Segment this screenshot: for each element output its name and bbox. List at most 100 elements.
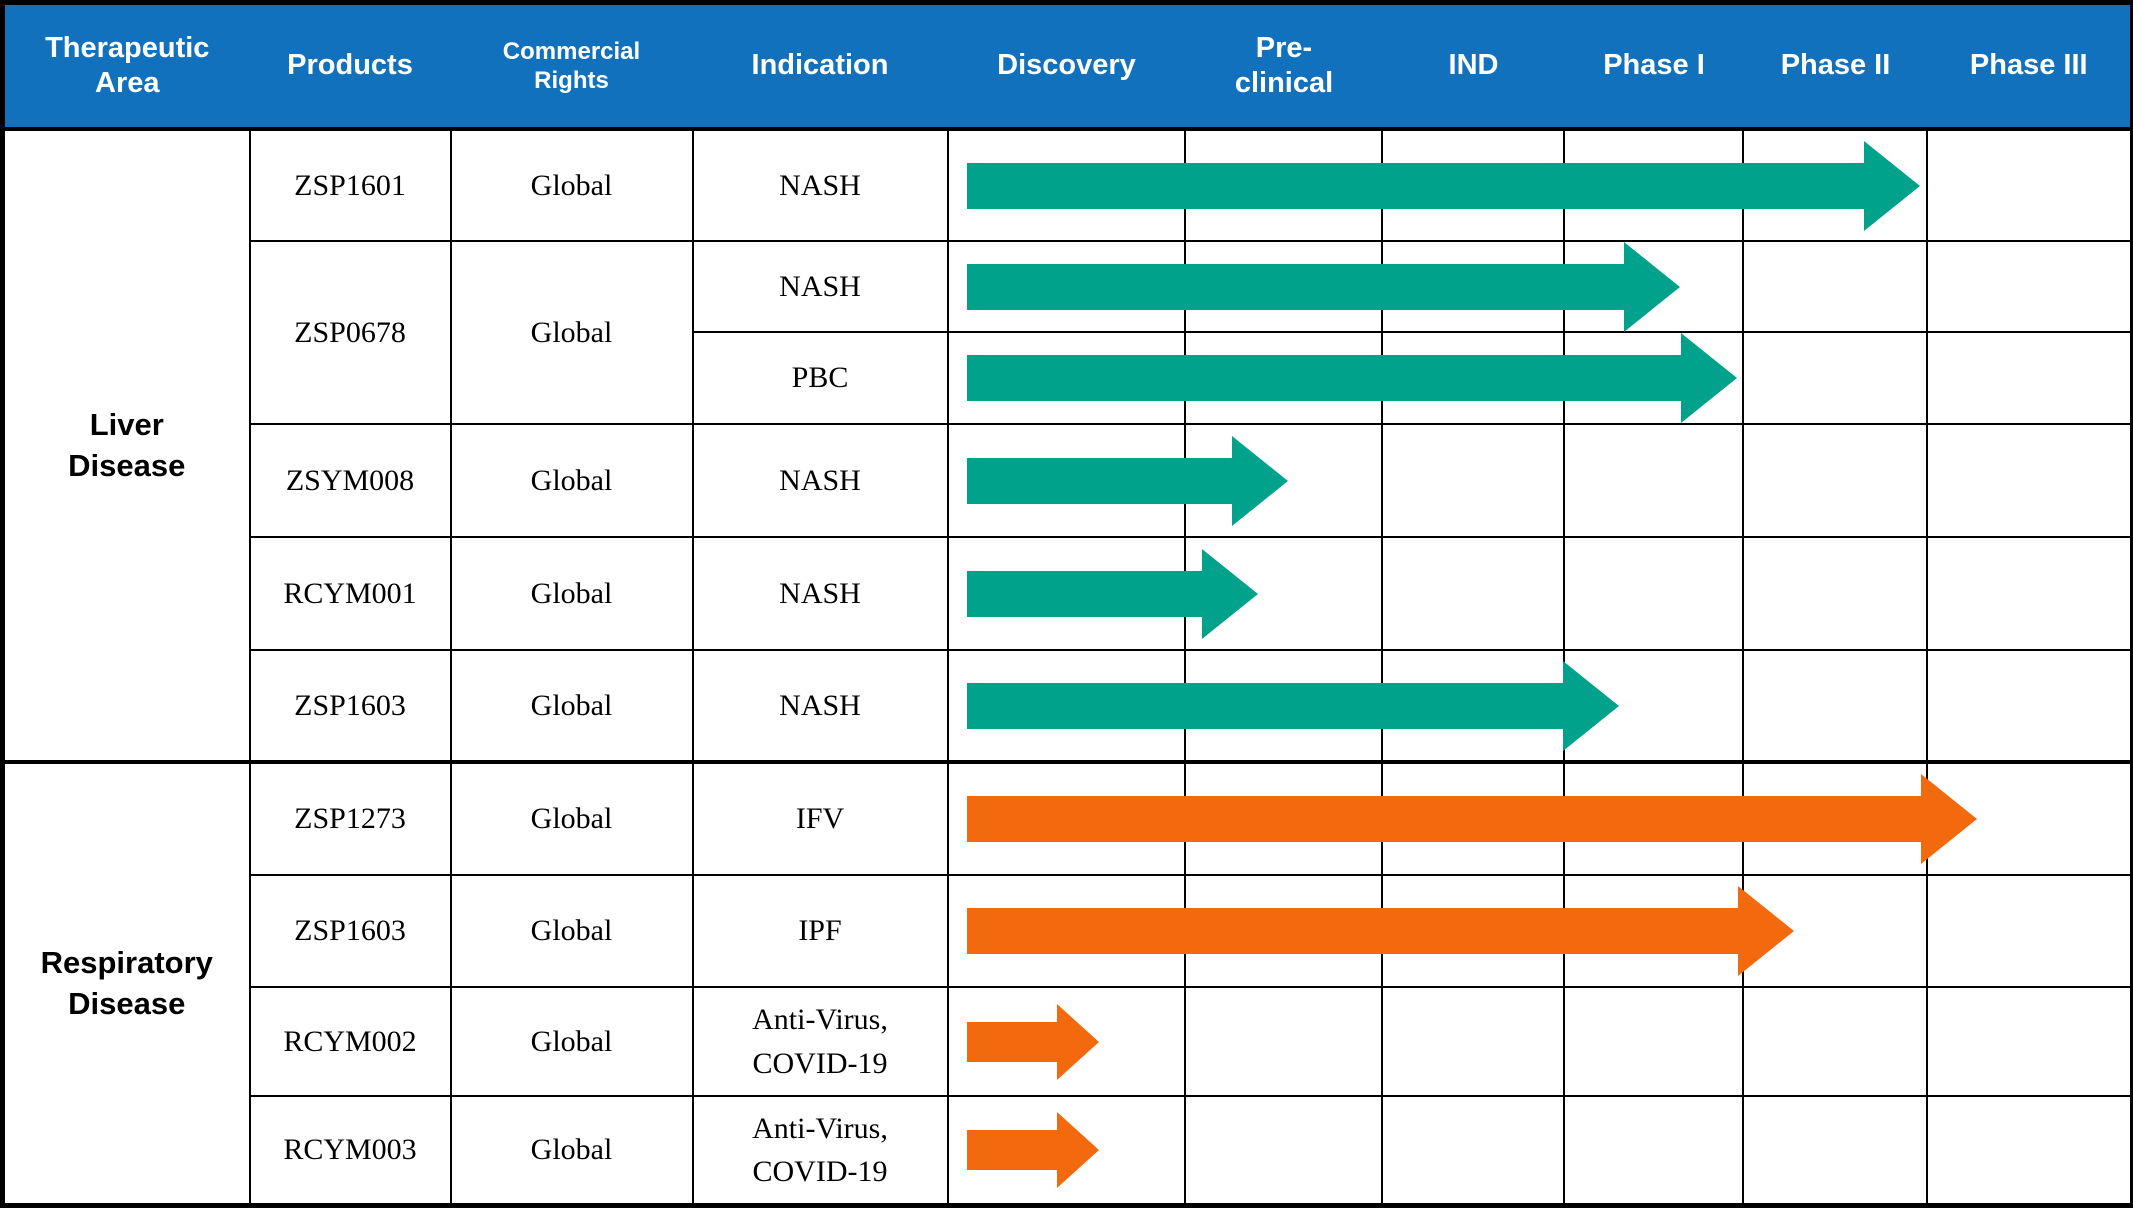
indication: PBC xyxy=(691,331,949,425)
indication: Anti-Virus, COVID-19 xyxy=(691,1095,949,1207)
column-gridline xyxy=(1741,988,1744,1095)
table-row: ZSP0678 Global NASH xyxy=(3,240,2133,425)
pipeline-arrow-slot xyxy=(966,1003,1099,1080)
table-row: Respiratory Disease ZSP1273 Global IFV xyxy=(1,760,2133,1207)
product-name: ZSYM008 xyxy=(248,423,452,538)
phase-track xyxy=(946,1095,2133,1207)
column-gridline xyxy=(1741,333,1744,423)
column-gridline xyxy=(1925,333,1928,423)
pipeline-arrow-teal xyxy=(966,140,1920,231)
table-row: ZSP1603 Global NASH xyxy=(3,649,2133,763)
phase-track xyxy=(946,760,2133,876)
pipeline-arrow-orange xyxy=(966,886,1794,976)
commercial-rights: Global xyxy=(449,240,694,425)
phase-track xyxy=(946,649,2133,763)
column-gridline xyxy=(1925,651,1928,760)
indication: NASH xyxy=(691,423,949,538)
column-gridline xyxy=(1562,988,1565,1095)
col-header-therapeutic-area: Therapeutic Area xyxy=(2,2,250,131)
col-header-phase1: Phase I xyxy=(1564,2,1744,131)
table-row: ZSYM008 Global NASH xyxy=(3,423,2133,538)
table-row: RCYM003 Global Anti-Virus, COVID-19 xyxy=(3,1095,2133,1207)
product-name: ZSP1273 xyxy=(248,760,452,876)
product-name: ZSP1601 xyxy=(248,128,452,242)
pipeline-arrow-slot xyxy=(966,333,1737,423)
column-gridline xyxy=(1380,1097,1383,1203)
phase-track xyxy=(946,536,2133,651)
col-header-ind: IND xyxy=(1382,2,1565,131)
table-row: ZSP1603 Global IPF xyxy=(3,874,2133,988)
section-label-liver-disease: Liver Disease xyxy=(1,128,251,763)
column-gridline xyxy=(1183,988,1186,1095)
commercial-rights: Global xyxy=(449,649,694,763)
pipeline-arrow-slot xyxy=(966,660,1619,751)
indication: NASH xyxy=(691,536,949,651)
indication: Anti-Virus, COVID-19 xyxy=(691,986,949,1097)
column-gridline xyxy=(1562,538,1565,649)
product-name: RCYM001 xyxy=(248,536,452,651)
indication: NASH xyxy=(691,128,949,242)
col-header-phase2: Phase II xyxy=(1743,2,1928,131)
col-header-preclinical: Pre- clinical xyxy=(1185,2,1383,131)
commercial-rights: Global xyxy=(449,536,694,651)
phase-track xyxy=(946,874,2133,988)
phase-track xyxy=(946,128,2133,242)
pipeline-arrow-orange xyxy=(966,1003,1099,1080)
column-gridline xyxy=(1562,1097,1565,1203)
commercial-rights: Global xyxy=(449,423,694,538)
phase-gridlines xyxy=(949,988,2131,1095)
indication: NASH xyxy=(691,240,949,333)
section-label-respiratory-disease: Respiratory Disease xyxy=(1,760,251,1207)
pipeline-arrow-teal xyxy=(966,435,1288,526)
column-gridline xyxy=(1741,1097,1744,1203)
pipeline-arrow-slot xyxy=(966,241,1680,332)
column-gridline xyxy=(1925,242,1928,331)
column-gridline xyxy=(1380,538,1383,649)
col-header-products: Products xyxy=(249,2,451,131)
indication: IPF xyxy=(691,874,949,988)
pipeline-arrow-orange xyxy=(966,1112,1099,1188)
indication: IFV xyxy=(691,760,949,876)
product-name: ZSP1603 xyxy=(248,874,452,988)
column-gridline xyxy=(1925,1097,1928,1203)
column-gridline xyxy=(1741,242,1744,331)
column-gridline xyxy=(1741,425,1744,536)
phase-track xyxy=(946,331,2133,425)
pipeline-arrow-slot xyxy=(966,548,1258,639)
column-gridline xyxy=(1183,1097,1186,1203)
pipeline-arrow-orange xyxy=(966,774,1977,864)
table-row: PBC xyxy=(3,331,2133,425)
table-row: Liver Disease ZSP1601 Global NASH xyxy=(1,128,2133,763)
column-gridline xyxy=(1925,425,1928,536)
pipeline-arrow-slot xyxy=(966,1112,1099,1188)
column-gridline xyxy=(1741,651,1744,760)
product-name: ZSP0678 xyxy=(248,240,452,425)
column-gridline xyxy=(1925,131,1928,240)
commercial-rights: Global xyxy=(449,874,694,988)
table-row: RCYM002 Global Anti-Virus, COVID-19 xyxy=(3,986,2133,1097)
column-gridline xyxy=(1380,425,1383,536)
product-name: RCYM003 xyxy=(248,1095,452,1207)
column-gridline xyxy=(1380,988,1383,1095)
commercial-rights: Global xyxy=(449,760,694,876)
table-header: Therapeutic Area Products Commercial Rig… xyxy=(2,2,2133,131)
pipeline-arrow-teal xyxy=(966,548,1258,639)
col-header-indication: Indication xyxy=(692,2,948,131)
pipeline-arrow-slot xyxy=(966,140,1920,231)
indication: NASH xyxy=(691,649,949,763)
phase-track xyxy=(946,986,2133,1097)
product-name: RCYM002 xyxy=(248,986,452,1097)
pipeline-arrow-slot xyxy=(966,435,1288,526)
phase-track xyxy=(946,240,2133,333)
table-row: RCYM001 Global NASH xyxy=(3,536,2133,651)
phase-gridlines xyxy=(949,1097,2131,1203)
column-gridline xyxy=(1925,876,1928,986)
pipeline-arrow-teal xyxy=(966,333,1737,423)
column-gridline xyxy=(1925,988,1928,1095)
header-row: Therapeutic Area Products Commercial Rig… xyxy=(2,2,2133,131)
col-header-phase3: Phase III xyxy=(1927,2,2133,131)
column-gridline xyxy=(1562,425,1565,536)
product-name: ZSP1603 xyxy=(248,649,452,763)
